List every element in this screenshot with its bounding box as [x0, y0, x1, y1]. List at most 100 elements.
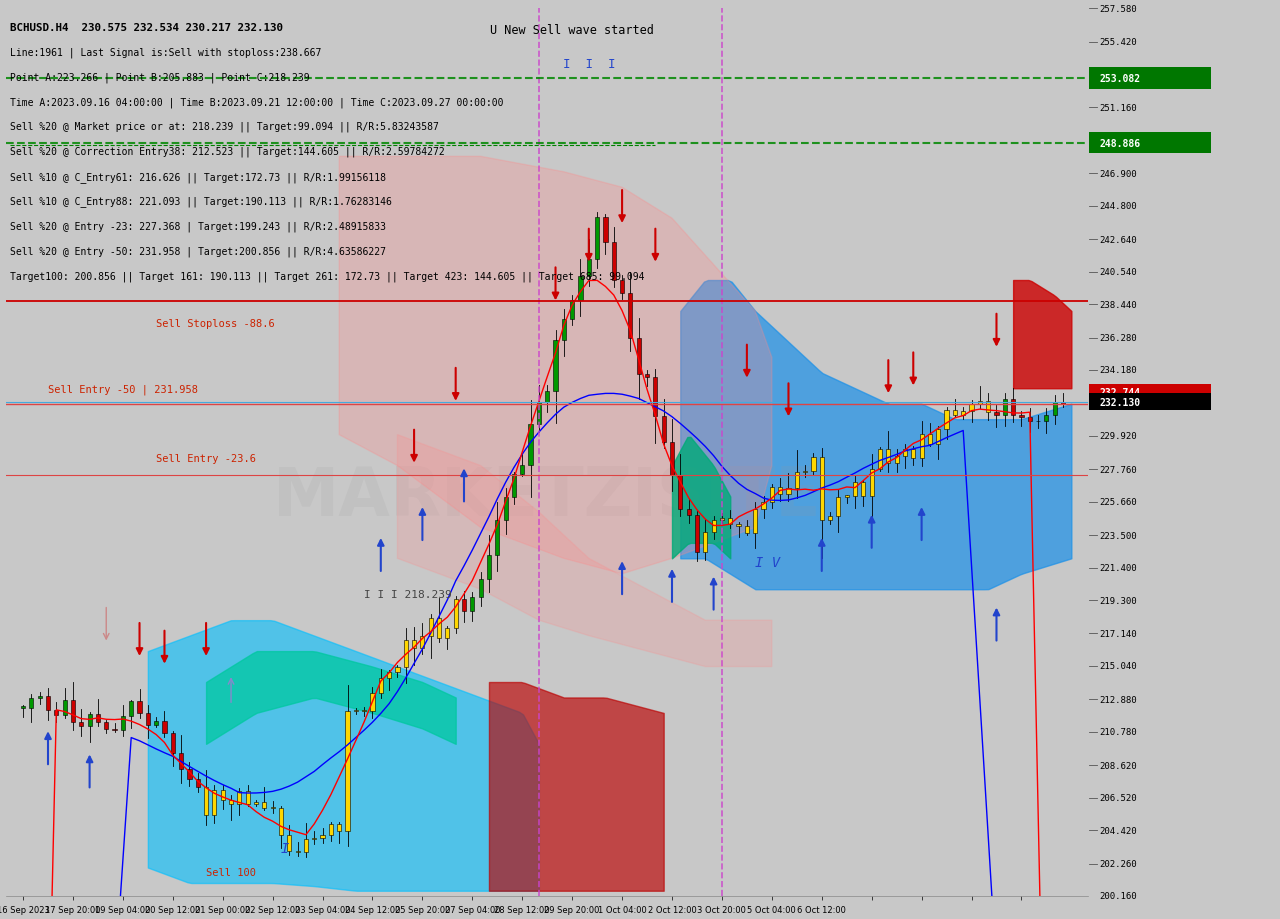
Bar [212, 790, 216, 815]
Bar [612, 244, 616, 281]
Bar [246, 791, 250, 804]
Bar [895, 457, 899, 463]
Bar [503, 497, 508, 521]
Text: 244.800: 244.800 [1100, 202, 1137, 211]
Bar [495, 521, 499, 555]
Bar [861, 482, 865, 497]
Bar [187, 769, 192, 779]
Text: Sell %10 @ C_Entry61: 216.626 || Target:172.73 || R/R:1.99156118: Sell %10 @ C_Entry61: 216.626 || Target:… [10, 172, 385, 182]
Bar [462, 599, 466, 611]
Bar [762, 503, 765, 509]
Text: 204.420: 204.420 [1100, 826, 1137, 834]
Bar [279, 808, 283, 835]
Text: 223.500: 223.500 [1100, 531, 1137, 540]
Text: 251.160: 251.160 [1100, 104, 1137, 113]
Bar [653, 378, 658, 416]
Text: Sell 100: Sell 100 [206, 868, 256, 878]
Bar [229, 800, 233, 804]
Text: Sell Entry -23.6: Sell Entry -23.6 [156, 453, 256, 463]
Text: Sell %20 @ Entry -50: 231.958 | Target:200.856 || R/R:4.63586227: Sell %20 @ Entry -50: 231.958 | Target:2… [10, 246, 385, 256]
Bar [812, 457, 815, 471]
Text: 227.760: 227.760 [1100, 465, 1137, 474]
Bar [520, 466, 525, 475]
Text: 234.180: 234.180 [1100, 366, 1137, 375]
Text: I V: I V [755, 555, 781, 570]
Text: Sell Stoploss -88.6: Sell Stoploss -88.6 [156, 319, 275, 329]
Bar [736, 525, 741, 527]
Bar [1002, 400, 1007, 415]
Text: 225.660: 225.660 [1100, 498, 1137, 506]
Bar [786, 488, 791, 494]
Bar [287, 835, 292, 851]
Text: 255.420: 255.420 [1100, 38, 1137, 47]
Bar [695, 515, 699, 552]
Text: 208.620: 208.620 [1100, 761, 1137, 770]
Bar [512, 475, 516, 497]
Bar [712, 520, 716, 533]
Bar [320, 834, 325, 838]
Text: 219.300: 219.300 [1100, 596, 1137, 605]
Bar [46, 696, 50, 709]
Bar [703, 533, 708, 552]
Bar [553, 340, 558, 391]
Bar [362, 710, 366, 711]
Text: 221.400: 221.400 [1100, 563, 1137, 573]
Text: BCHUSD.H4  230.575 232.534 230.217 232.130: BCHUSD.H4 230.575 232.534 230.217 232.13… [10, 22, 283, 32]
Bar [1052, 403, 1057, 415]
Bar [146, 713, 150, 725]
Bar [911, 449, 915, 459]
Bar [719, 519, 724, 520]
Bar [628, 293, 632, 338]
Bar [936, 429, 941, 445]
Bar [154, 721, 159, 725]
Text: I I I 218.239: I I I 218.239 [365, 589, 452, 599]
Bar [353, 710, 358, 711]
Bar [961, 412, 965, 415]
Bar [795, 473, 799, 488]
Bar [919, 435, 924, 459]
Bar [753, 509, 758, 533]
Text: 206.520: 206.520 [1100, 793, 1137, 802]
Bar [1061, 403, 1065, 405]
Bar [570, 301, 575, 320]
Bar [728, 519, 732, 525]
Bar [536, 403, 541, 425]
Bar [412, 641, 416, 648]
Bar [1019, 415, 1024, 418]
Text: 232.744: 232.744 [1100, 388, 1140, 398]
Bar [70, 700, 76, 722]
Bar [545, 391, 549, 403]
Bar [819, 457, 824, 521]
Bar [1089, 132, 1211, 154]
Text: 257.580: 257.580 [1100, 5, 1137, 14]
Text: MARKETZISITE: MARKETZISITE [273, 464, 822, 530]
Bar [845, 495, 849, 497]
Text: Sell %10 @ C_Entry88: 221.093 || Target:190.113 || R/R:1.76283146: Sell %10 @ C_Entry88: 221.093 || Target:… [10, 197, 392, 207]
Bar [1089, 68, 1211, 89]
Bar [96, 715, 100, 722]
Bar [87, 715, 92, 726]
Bar [579, 277, 582, 301]
Bar [370, 693, 375, 711]
Bar [163, 721, 166, 733]
Text: 232.744: 232.744 [1100, 389, 1137, 397]
Bar [1044, 415, 1048, 421]
Bar [436, 618, 442, 638]
Bar [1011, 400, 1015, 415]
Text: 215.040: 215.040 [1100, 662, 1137, 671]
Text: 253.082: 253.082 [1100, 74, 1140, 84]
Bar [595, 218, 599, 259]
Bar [312, 838, 316, 839]
Bar [678, 476, 682, 509]
Bar [978, 402, 982, 404]
Text: 242.640: 242.640 [1100, 235, 1137, 244]
Bar [745, 527, 749, 533]
Bar [253, 802, 259, 804]
Bar [137, 702, 142, 713]
Text: 248.886: 248.886 [1100, 139, 1140, 149]
Polygon shape [339, 157, 772, 574]
Text: Sell Entry -50 | 231.958: Sell Entry -50 | 231.958 [49, 384, 198, 394]
Bar [778, 488, 782, 494]
Bar [37, 696, 42, 698]
Bar [429, 618, 433, 636]
